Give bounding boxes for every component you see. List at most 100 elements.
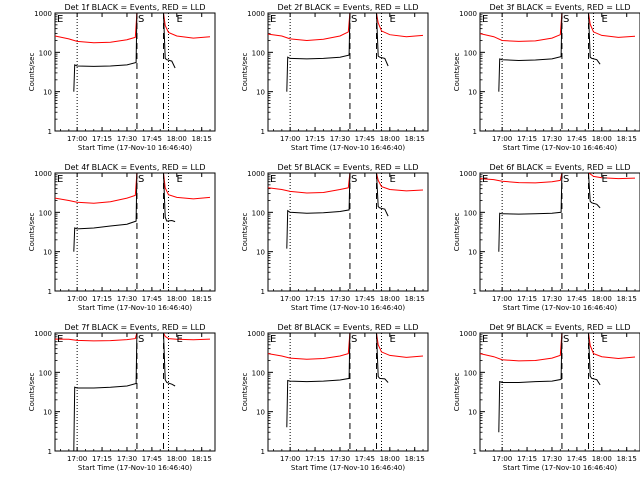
x-tick-label: 17:30 — [117, 295, 137, 303]
panel-title: Det 4f BLACK = Events, RED = LLD — [64, 163, 205, 172]
x-tick-label: 17:30 — [330, 295, 350, 303]
events-series-line — [286, 13, 389, 92]
y-tick-label: 100 — [39, 49, 52, 57]
x-tick-label: 17:30 — [330, 455, 350, 463]
panel-title: Det 7f BLACK = Events, RED = LLD — [64, 323, 205, 332]
y-tick-label: 10 — [43, 89, 52, 97]
y-tick-label: 10 — [468, 249, 477, 257]
y-tick-label: 100 — [39, 369, 52, 377]
marker-letter: E — [602, 174, 608, 185]
x-tick-label: 18:00 — [167, 135, 187, 143]
marker-letter: S — [563, 174, 569, 185]
x-tick-label: 17:00 — [492, 135, 512, 143]
y-tick-label: 1 — [261, 448, 265, 456]
panel-title: Det 3f BLACK = Events, RED = LLD — [489, 3, 630, 12]
y-tick-label: 1 — [48, 128, 52, 136]
y-tick-label: 1 — [473, 128, 477, 136]
x-tick-label: 18:15 — [617, 295, 637, 303]
plot-frame — [479, 332, 640, 452]
marker-letter: S — [563, 334, 569, 345]
marker-letter: E — [270, 174, 276, 185]
marker-letter: S — [563, 14, 569, 25]
marker-letter: S — [351, 174, 357, 185]
x-tick-label: 17:00 — [67, 295, 87, 303]
detector-panel: Det 2f BLACK = Events, RED = LLD 1 10 100 10… — [241, 3, 429, 152]
y-tick-label: 1000 — [247, 170, 265, 178]
y-tick-label: 1000 — [34, 10, 52, 18]
y-tick-label: 10 — [43, 249, 52, 257]
x-tick-label: 17:00 — [67, 455, 87, 463]
panel-title: Det 2f BLACK = Events, RED = LLD — [277, 3, 418, 12]
y-tick-label: 10 — [468, 409, 477, 417]
y-tick-label: 100 — [464, 369, 477, 377]
x-tick-label: 18:15 — [617, 455, 637, 463]
y-tick-label: 100 — [464, 209, 477, 217]
events-series-line — [286, 173, 389, 249]
marker-letter: S — [138, 334, 144, 345]
x-tick-label: 17:15 — [92, 455, 112, 463]
y-tick-label: 10 — [256, 409, 265, 417]
x-axis-label: Start Time (17-Nov-10 16:46:40) — [78, 464, 192, 472]
y-tick-label: 1 — [261, 288, 265, 296]
x-axis-label: Start Time (17-Nov-10 16:46:40) — [291, 304, 405, 312]
y-tick-label: 1000 — [247, 10, 265, 18]
marker-letter: E — [270, 334, 276, 345]
y-tick-label: 10 — [256, 89, 265, 97]
x-tick-label: 18:15 — [192, 295, 212, 303]
detector-panel: Det 9f BLACK = Events, RED = LLD 1 10 100 10… — [453, 323, 640, 472]
x-tick-label: 17:45 — [355, 135, 375, 143]
events-series-line — [73, 13, 176, 92]
y-axis-label: Counts/sec — [241, 53, 249, 92]
x-axis-label: Start Time (17-Nov-10 16:46:40) — [503, 464, 617, 472]
y-tick-label: 10 — [256, 249, 265, 257]
x-tick-label: 18:00 — [380, 135, 400, 143]
lld-series-line — [268, 13, 424, 42]
panel-title: Det 6f BLACK = Events, RED = LLD — [489, 163, 630, 172]
marker-letter: E — [482, 174, 488, 185]
x-tick-label: 17:45 — [567, 295, 587, 303]
events-series-line — [498, 13, 601, 92]
x-tick-label: 17:45 — [355, 295, 375, 303]
events-series-line — [73, 173, 176, 252]
y-tick-label: 1 — [473, 288, 477, 296]
panel-title: Det 8f BLACK = Events, RED = LLD — [277, 323, 418, 332]
x-tick-label: 17:15 — [92, 295, 112, 303]
plot-frame — [54, 332, 216, 452]
x-axis-label: Start Time (17-Nov-10 16:46:40) — [503, 304, 617, 312]
y-tick-label: 1000 — [459, 170, 477, 178]
y-tick-label: 10 — [43, 409, 52, 417]
y-tick-label: 100 — [252, 369, 265, 377]
marker-letter: E — [57, 334, 63, 345]
y-tick-label: 100 — [252, 49, 265, 57]
lld-series-line — [268, 333, 424, 360]
x-tick-label: 18:00 — [380, 455, 400, 463]
marker-letter: E — [482, 14, 488, 25]
events-series-line — [286, 333, 389, 428]
panel-title: Det 5f BLACK = Events, RED = LLD — [277, 163, 418, 172]
lld-series-line — [480, 13, 636, 42]
y-axis-label: Counts/sec — [28, 213, 36, 252]
x-tick-label: 17:15 — [305, 295, 325, 303]
plot-frame — [479, 172, 640, 292]
y-tick-label: 1000 — [459, 330, 477, 338]
plot-frame — [479, 12, 640, 132]
detector-panel: Det 7f BLACK = Events, RED = LLD 1 10 100 10… — [28, 323, 216, 472]
x-tick-label: 17:15 — [92, 135, 112, 143]
x-tick-label: 18:15 — [405, 455, 425, 463]
events-series-line — [498, 333, 601, 433]
x-tick-label: 17:00 — [280, 295, 300, 303]
x-tick-label: 17:30 — [542, 455, 562, 463]
x-tick-label: 17:15 — [305, 455, 325, 463]
x-tick-label: 17:45 — [567, 455, 587, 463]
x-tick-label: 17:00 — [280, 135, 300, 143]
x-tick-label: 17:45 — [142, 135, 162, 143]
y-axis-label: Counts/sec — [241, 213, 249, 252]
y-tick-label: 1000 — [459, 10, 477, 18]
x-tick-label: 17:15 — [517, 455, 537, 463]
events-series-line — [73, 333, 176, 451]
y-tick-label: 10 — [468, 89, 477, 97]
marker-letter: S — [138, 174, 144, 185]
y-tick-label: 100 — [39, 209, 52, 217]
plot-frame — [54, 12, 216, 132]
